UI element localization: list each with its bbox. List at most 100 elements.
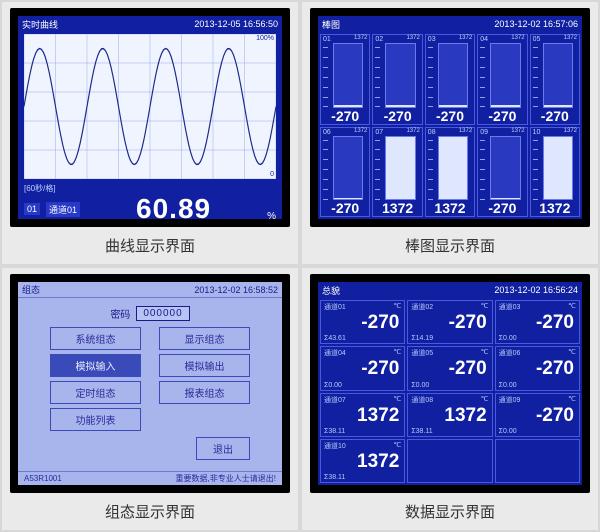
bar-cell: 0713721372 <box>372 127 422 218</box>
bar-cell: 021372-270 <box>372 34 422 125</box>
config-button[interactable]: 定时组态 <box>50 381 141 404</box>
bar-value: 1372 <box>428 201 472 215</box>
data-value: -270 <box>499 405 576 428</box>
screen-frame-4: 总貌 2013-12-02 16:56:24 通道01℃-270Σ43.61通道… <box>310 274 590 493</box>
data-channel: 通道04 <box>324 348 346 358</box>
data-cell: 通道01℃-270Σ43.61 <box>320 300 405 344</box>
bar-gauge <box>438 43 468 108</box>
data-cell: 通道04℃-270Σ0.00 <box>320 346 405 390</box>
bar-value: -270 <box>480 109 524 123</box>
title-s4: 总貌 <box>322 284 340 297</box>
bar-cell: 011372-270 <box>320 34 370 125</box>
data-channel: 通道10 <box>324 441 346 451</box>
footer-left: A53R1001 <box>24 474 62 483</box>
bar-range-top: 1372 <box>480 128 524 134</box>
bar-gauge <box>490 136 520 201</box>
data-cell <box>407 439 492 483</box>
bar-ticks <box>428 140 434 201</box>
bar-ticks <box>375 140 381 201</box>
timestamp-s3: 2013-12-02 16:58:52 <box>194 285 278 295</box>
bar-ticks <box>480 47 486 108</box>
data-value: 1372 <box>411 405 488 428</box>
bar-ticks <box>323 47 329 108</box>
screen-frame-1: 实时曲线 2013-12-05 16:56:50 100% 0 [60秒/格] … <box>10 8 290 227</box>
data-sum: Σ38.11 <box>411 428 488 435</box>
statusbar-s3: 组态 2013-12-02 16:58:52 <box>18 282 282 298</box>
time-scale: [60秒/格] <box>24 183 276 193</box>
screen-frame-3: 组态 2013-12-02 16:58:52 密码 000000 系统组态显示组… <box>10 274 290 493</box>
exit-button[interactable]: 退出 <box>196 437 250 460</box>
bar-ticks <box>375 47 381 108</box>
data-cell: 通道02℃-270Σ14.19 <box>407 300 492 344</box>
bar-value: -270 <box>480 201 524 215</box>
config-button[interactable]: 功能列表 <box>50 408 141 431</box>
bar-value: -270 <box>428 109 472 123</box>
data-value: -270 <box>411 312 488 335</box>
data-value: 1372 <box>324 405 401 428</box>
data-sum: Σ43.61 <box>324 335 401 342</box>
data-cell: 通道10 ℃1372Σ38.11 <box>320 439 405 483</box>
data-sum: Σ0.00 <box>499 335 576 342</box>
bar-value: 1372 <box>375 201 419 215</box>
current-value: 60.89 <box>86 193 261 219</box>
bar-range-top: 1372 <box>323 128 367 134</box>
data-sum: Σ0.00 <box>499 428 576 435</box>
data-unit: ℃ <box>393 302 401 312</box>
config-footer: A53R1001 重要数据,非专业人士请退出! <box>18 471 282 485</box>
bar-range-top: 1372 <box>480 35 524 41</box>
config-button[interactable]: 模拟输出 <box>159 354 250 377</box>
bar-value: -270 <box>533 109 577 123</box>
cell-data: 总貌 2013-12-02 16:56:24 通道01℃-270Σ43.61通道… <box>302 268 598 530</box>
data-unit: ℃ <box>481 302 489 312</box>
layout-grid: 实时曲线 2013-12-05 16:56:50 100% 0 [60秒/格] … <box>0 0 600 532</box>
statusbar-s4: 总貌 2013-12-02 16:56:24 <box>318 282 582 298</box>
statusbar-s2: 棒图 2013-12-02 16:57:06 <box>318 16 582 32</box>
bar-range-top: 1372 <box>375 35 419 41</box>
data-unit: ℃ <box>393 441 401 451</box>
bar-cell: 031372-270 <box>425 34 475 125</box>
config-button[interactable]: 显示组态 <box>159 327 250 350</box>
data-sum: Σ0.00 <box>411 382 488 389</box>
screen-frame-2: 棒图 2013-12-02 16:57:06 011372-270021372-… <box>310 8 590 227</box>
bar-range-top: 1372 <box>428 35 472 41</box>
data-grid: 通道01℃-270Σ43.61通道02℃-270Σ14.19通道03℃-270Σ… <box>320 300 580 483</box>
cell-bars: 棒图 2013-12-02 16:57:06 011372-270021372-… <box>302 2 598 264</box>
data-channel: 通道06 <box>499 348 521 358</box>
screen-data: 总貌 2013-12-02 16:56:24 通道01℃-270Σ43.61通道… <box>318 282 582 485</box>
config-button[interactable]: 模拟输入 <box>50 354 141 377</box>
data-channel: 通道07 <box>324 395 346 405</box>
data-unit: ℃ <box>481 348 489 358</box>
config-body: 密码 000000 系统组态显示组态模拟输入模拟输出定时组态报表组态功能列表 退… <box>18 300 282 471</box>
screen-curve: 实时曲线 2013-12-05 16:56:50 100% 0 [60秒/格] … <box>18 16 282 219</box>
bar-value: -270 <box>375 109 419 123</box>
data-sum: Σ38.11 <box>324 474 401 481</box>
bar-gauge <box>490 43 520 108</box>
data-channel: 通道03 <box>499 302 521 312</box>
config-button[interactable]: 系统组态 <box>50 327 141 350</box>
bars-grid: 011372-270021372-270031372-270041372-270… <box>320 34 580 217</box>
bar-ticks <box>323 140 329 201</box>
bar-ticks <box>428 47 434 108</box>
password-input[interactable]: 000000 <box>136 306 189 321</box>
bar-ticks <box>533 140 539 201</box>
timestamp-s2: 2013-12-02 16:57:06 <box>494 19 578 29</box>
password-row: 密码 000000 <box>36 306 264 321</box>
bar-value: -270 <box>323 109 367 123</box>
config-button[interactable]: 报表组态 <box>159 381 250 404</box>
data-sum: Σ0.00 <box>324 382 401 389</box>
channel-label: 通道01 <box>46 202 80 217</box>
data-cell: 通道06℃-270Σ0.00 <box>495 346 580 390</box>
data-unit: ℃ <box>393 348 401 358</box>
data-value: 1372 <box>324 451 401 474</box>
bar-gauge <box>543 136 573 201</box>
bar-gauge <box>333 136 363 201</box>
ylabel-min: 0 <box>270 171 274 178</box>
data-cell <box>495 439 580 483</box>
title-s2: 棒图 <box>322 18 340 31</box>
data-sum: Σ38.11 <box>324 428 401 435</box>
data-unit: ℃ <box>568 302 576 312</box>
data-channel: 通道05 <box>411 348 433 358</box>
bar-range-top: 1372 <box>375 128 419 134</box>
bar-range-top: 1372 <box>428 128 472 134</box>
data-unit: ℃ <box>568 348 576 358</box>
